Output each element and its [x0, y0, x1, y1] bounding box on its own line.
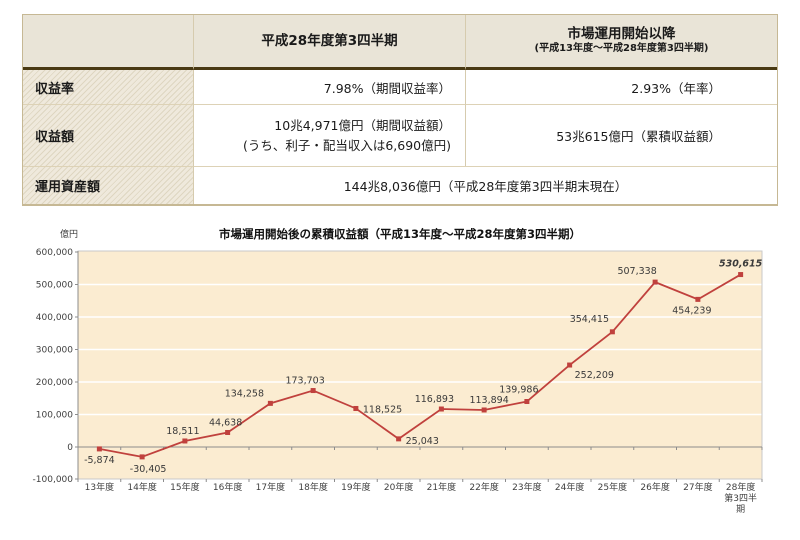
- return-amount-quarter-line2: (うち、利子・配当収入は6,690億円): [242, 137, 451, 153]
- svg-text:第3四半: 第3四半: [724, 492, 757, 504]
- svg-text:25,043: 25,043: [406, 436, 439, 447]
- svg-text:134,258: 134,258: [225, 388, 264, 399]
- return-rate-cumulative-value: 2.93%（年率）: [465, 70, 777, 104]
- svg-text:28年度: 28年度: [726, 481, 755, 493]
- svg-text:24年度: 24年度: [555, 481, 584, 493]
- svg-text:400,000: 400,000: [36, 313, 73, 323]
- svg-text:20年度: 20年度: [384, 481, 413, 493]
- svg-text:116,893: 116,893: [415, 394, 454, 405]
- y-axis-unit-label: 億円: [59, 230, 78, 240]
- svg-text:113,894: 113,894: [469, 395, 508, 406]
- performance-summary-table: 平成28年度第3四半期 市場運用開始以降 (平成13年度～平成28年度第3四半期…: [22, 14, 778, 206]
- svg-text:173,703: 173,703: [285, 376, 324, 387]
- svg-text:100,000: 100,000: [36, 411, 73, 421]
- assets-value: 144兆8,036億円（平成28年度第3四半期末現在）: [193, 166, 777, 204]
- svg-text:25年度: 25年度: [598, 481, 627, 493]
- svg-text:22年度: 22年度: [469, 481, 498, 493]
- svg-text:18,511: 18,511: [166, 426, 199, 437]
- svg-text:23年度: 23年度: [512, 481, 541, 493]
- return-amount-quarter-line1: 10兆4,971億円（期間収益額）: [274, 118, 451, 134]
- svg-text:-30,405: -30,405: [130, 464, 167, 475]
- svg-text:118,525: 118,525: [363, 404, 402, 415]
- header-since-inception-title: 市場運用開始以降: [567, 25, 676, 42]
- svg-text:600,000: 600,000: [36, 248, 73, 258]
- return-rate-quarter-value: 7.98%（期間収益率）: [193, 70, 465, 104]
- header-current-quarter-label: 平成28年度第3四半期: [261, 32, 398, 49]
- svg-text:-5,874: -5,874: [84, 455, 115, 466]
- return-amount-cumulative-value: 53兆615億円（累積収益額）: [465, 104, 777, 166]
- svg-text:507,338: 507,338: [617, 266, 656, 277]
- header-current-quarter: 平成28年度第3四半期: [193, 15, 465, 70]
- svg-text:300,000: 300,000: [36, 346, 73, 356]
- svg-text:17年度: 17年度: [256, 481, 285, 493]
- row-assets-label: 運用資産額: [23, 166, 193, 204]
- svg-text:16年度: 16年度: [213, 481, 242, 493]
- chart-title: 市場運用開始後の累積収益額（平成13年度～平成28年度第3四半期）: [218, 227, 581, 241]
- header-since-inception-subtitle: (平成13年度～平成28年度第3四半期): [534, 43, 709, 55]
- svg-text:18年度: 18年度: [298, 481, 327, 493]
- row-return-rate-label: 収益率: [23, 70, 193, 104]
- svg-text:13年度: 13年度: [85, 481, 114, 493]
- header-since-inception: 市場運用開始以降 (平成13年度～平成28年度第3四半期): [465, 15, 777, 70]
- svg-text:27年度: 27年度: [683, 481, 712, 493]
- header-empty-cell: [23, 15, 193, 70]
- svg-text:530,615: 530,615: [719, 259, 763, 270]
- svg-text:26年度: 26年度: [640, 481, 669, 493]
- svg-text:252,209: 252,209: [575, 370, 614, 381]
- svg-text:0: 0: [67, 443, 73, 453]
- svg-text:44,638: 44,638: [209, 417, 242, 428]
- return-amount-quarter-value: 10兆4,971億円（期間収益額） (うち、利子・配当収入は6,690億円): [193, 104, 465, 166]
- svg-text:15年度: 15年度: [170, 481, 199, 493]
- row-return-amount-label: 収益額: [23, 104, 193, 166]
- svg-text:500,000: 500,000: [36, 281, 73, 291]
- svg-text:21年度: 21年度: [427, 481, 456, 493]
- svg-text:-100,000: -100,000: [33, 475, 74, 485]
- cumulative-returns-chart: 億円 市場運用開始後の累積収益額（平成13年度～平成28年度第3四半期） 600…: [0, 218, 800, 540]
- chart-canvas: 600,000 500,000 400,000 300,000 200,000 100,0…: [33, 248, 763, 515]
- svg-text:354,415: 354,415: [570, 314, 609, 325]
- svg-text:期: 期: [736, 504, 745, 515]
- svg-text:14年度: 14年度: [127, 481, 156, 493]
- svg-text:19年度: 19年度: [341, 481, 370, 493]
- svg-text:200,000: 200,000: [36, 378, 73, 388]
- svg-text:454,239: 454,239: [672, 305, 711, 316]
- svg-text:139,986: 139,986: [499, 385, 538, 396]
